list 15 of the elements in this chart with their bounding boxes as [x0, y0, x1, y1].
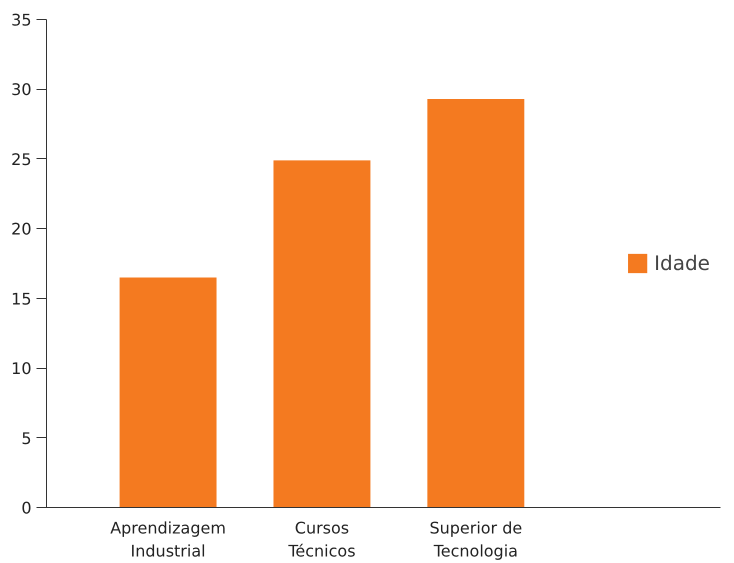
- y-tick-label: 0: [21, 498, 32, 518]
- bar: [120, 277, 217, 508]
- y-tick-label: 20: [11, 220, 32, 239]
- bar: [273, 160, 370, 508]
- legend-label: Idade: [654, 251, 710, 275]
- x-tick-label: Cursos Técnicos: [287, 518, 356, 560]
- y-tick-label: 5: [21, 428, 32, 448]
- x-tick-label: Aprendizagem Industrial: [110, 518, 226, 560]
- x-tick-label: Superior de Tecnologia: [429, 518, 522, 560]
- y-tick-label: 35: [11, 10, 32, 30]
- y-tick-label: 25: [11, 150, 32, 169]
- y-tick-label: 15: [11, 289, 32, 308]
- y-tick-label: 30: [11, 80, 32, 100]
- y-tick-label: 10: [11, 359, 32, 378]
- bar: [427, 98, 524, 508]
